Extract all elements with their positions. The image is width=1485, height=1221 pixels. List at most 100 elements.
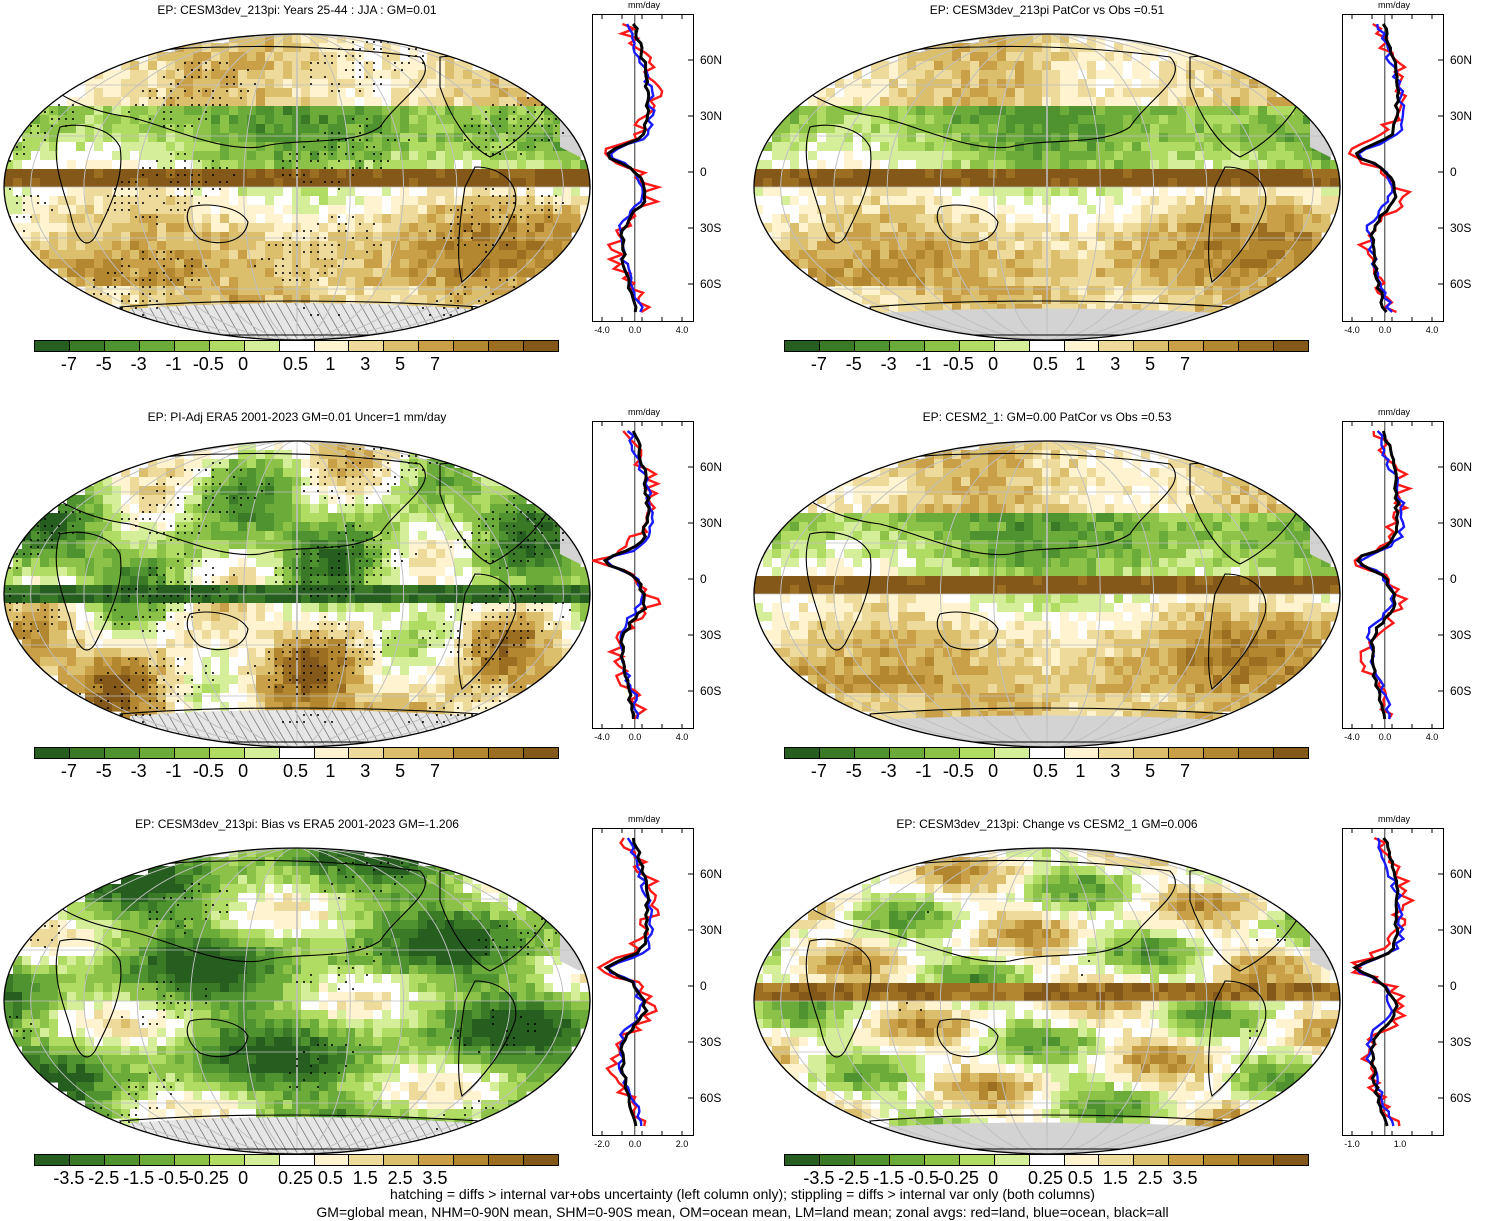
precip-map (3, 847, 591, 1155)
zonal-lat-label: 30S (1450, 221, 1472, 235)
zonal-x-tick-label: 0.0 (628, 1139, 642, 1149)
colorbar-swatch (209, 1155, 245, 1165)
colorbar-swatch (1099, 341, 1135, 351)
panel-p1: EP: CESM3dev_213pi: Years 25-44 : JJA : … (0, 0, 740, 405)
colorbar-label: -0.25 (937, 1168, 979, 1188)
colorbar-swatch (454, 341, 490, 351)
colorbar-swatch (959, 1155, 995, 1165)
map-field (4, 34, 590, 340)
graticule (754, 441, 1340, 747)
zonal-x-tick-label: -2.0 (594, 1139, 610, 1149)
colorbar (784, 747, 1309, 759)
colorbar-swatch (35, 341, 70, 351)
colorbar (34, 340, 559, 352)
precip-map (753, 847, 1341, 1155)
colorbar-swatch (139, 341, 175, 351)
colorbar-label: -7 (60, 761, 77, 781)
panel-p6: EP: CESM3dev_213pi: Change vs CESM2_1 GM… (750, 814, 1485, 1219)
colorbar-label: 0 (988, 354, 999, 374)
panel-title: EP: PI-Adj ERA5 2001-2023 GM=0.01 Uncer=… (147, 410, 447, 424)
colorbar-swatch (1064, 1155, 1100, 1165)
colorbar-swatch (279, 748, 315, 758)
zonal-panel: mm/day 60N 30N 0 30S 60S -4.0 0.0 4.0 (1342, 0, 1485, 345)
zonal-unit-label: mm/day (1378, 407, 1411, 417)
colorbar-swatch (1274, 748, 1309, 758)
colorbar-label: 0.5 (317, 1168, 343, 1188)
colorbar-swatch (1239, 341, 1275, 351)
panel-p3: EP: PI-Adj ERA5 2001-2023 GM=0.01 Uncer=… (0, 407, 740, 812)
colorbar-label: 2.5 (387, 1168, 413, 1188)
colorbar-label: 1.5 (1102, 1168, 1128, 1188)
colorbar-swatch (1134, 1155, 1170, 1165)
colorbar-label: 0 (238, 761, 249, 781)
zonal-panel: mm/day 60N 30N 0 30S 60S -2.0 0.0 2.0 (592, 814, 738, 1159)
colorbar-swatch (524, 341, 559, 351)
colorbar-swatch (1239, 1155, 1275, 1165)
zonal-unit-label: mm/day (628, 407, 661, 417)
colorbar-label: -1 (165, 761, 182, 781)
zonal-lat-label: 0 (700, 572, 707, 586)
zonal-lat-label: 60N (700, 53, 723, 67)
colorbar-label: 0.5 (282, 354, 309, 374)
zonal-x-tick-label: -4.0 (1344, 732, 1360, 742)
colorbar-label: -7 (810, 354, 827, 374)
colorbar-swatch (1029, 1155, 1065, 1165)
colorbar-swatch (524, 748, 559, 758)
colorbar (34, 747, 559, 759)
zonal-lat-label: 30S (700, 1035, 722, 1049)
zonal-unit-label: mm/day (628, 0, 661, 10)
zonal-line-all (602, 430, 651, 720)
stippling (9, 448, 571, 723)
colorbar-swatch (785, 1155, 820, 1165)
colorbar-label: 7 (429, 354, 440, 374)
colorbar-swatch (854, 341, 890, 351)
colorbar-swatch (524, 1155, 559, 1165)
colorbar-label: 0 (238, 1168, 249, 1188)
colorbar-label: 3.5 (1172, 1168, 1198, 1188)
colorbar-swatch (419, 748, 455, 758)
zonal-lat-label: 0 (1450, 572, 1457, 586)
colorbar-swatch (889, 748, 925, 758)
colorbar-swatch (1169, 748, 1205, 758)
zonal-lat-label: 60S (1450, 684, 1472, 698)
zonal-panel: mm/day 60N 30N 0 30S 60S -4.0 0.0 4.0 (592, 0, 738, 345)
stippling (9, 41, 564, 316)
colorbar-swatch (349, 1155, 385, 1165)
colorbar-swatch (889, 1155, 925, 1165)
zonal-x-tick-label: 2.0 (675, 1139, 689, 1149)
colorbar-swatch (924, 341, 960, 351)
colorbar-label: -5 (845, 354, 862, 374)
colorbar-label: 5 (395, 761, 406, 781)
footnote-line-1: hatching = diffs > internal var+obs unce… (390, 1186, 1095, 1202)
zonal-lat-label: 60N (700, 867, 723, 881)
zonal-lat-label: 60S (1450, 1091, 1472, 1105)
footnote-line-2: GM=global mean, NHM=0-90N mean, SHM=0-90… (316, 1204, 1169, 1220)
colorbar-swatch (1099, 748, 1135, 758)
colorbar-label: -1 (915, 354, 932, 374)
colorbar-swatch (819, 748, 855, 758)
zonal-lat-label: 30N (700, 516, 723, 530)
zonal-lat-label: 0 (700, 165, 707, 179)
colorbar-swatch (454, 1155, 490, 1165)
zonal-lat-label: 60S (1450, 277, 1472, 291)
colorbar-swatch (349, 748, 385, 758)
colorbar-label: -0.5 (907, 1168, 939, 1188)
colorbar-label: 7 (1179, 354, 1190, 374)
colorbar-swatch (1099, 1155, 1135, 1165)
zonal-unit-label: mm/day (1378, 0, 1411, 10)
precip-map (3, 33, 591, 341)
zonal-lat-label: 0 (1450, 979, 1457, 993)
colorbar-swatch (314, 1155, 350, 1165)
precip-map (753, 440, 1341, 748)
colorbar-swatch (279, 1155, 315, 1165)
graticule (754, 848, 1340, 1154)
stippling (9, 855, 557, 1130)
zonal-mean-plot (592, 14, 694, 322)
colorbar-label: 0.5 (282, 761, 309, 781)
colorbar-swatch (174, 341, 210, 351)
zonal-line-all (606, 23, 651, 313)
colorbar-label: -7 (60, 354, 77, 374)
colorbar-swatch (69, 1155, 105, 1165)
zonal-lat-label: 30S (1450, 628, 1472, 642)
colorbar-swatch (1204, 341, 1240, 351)
